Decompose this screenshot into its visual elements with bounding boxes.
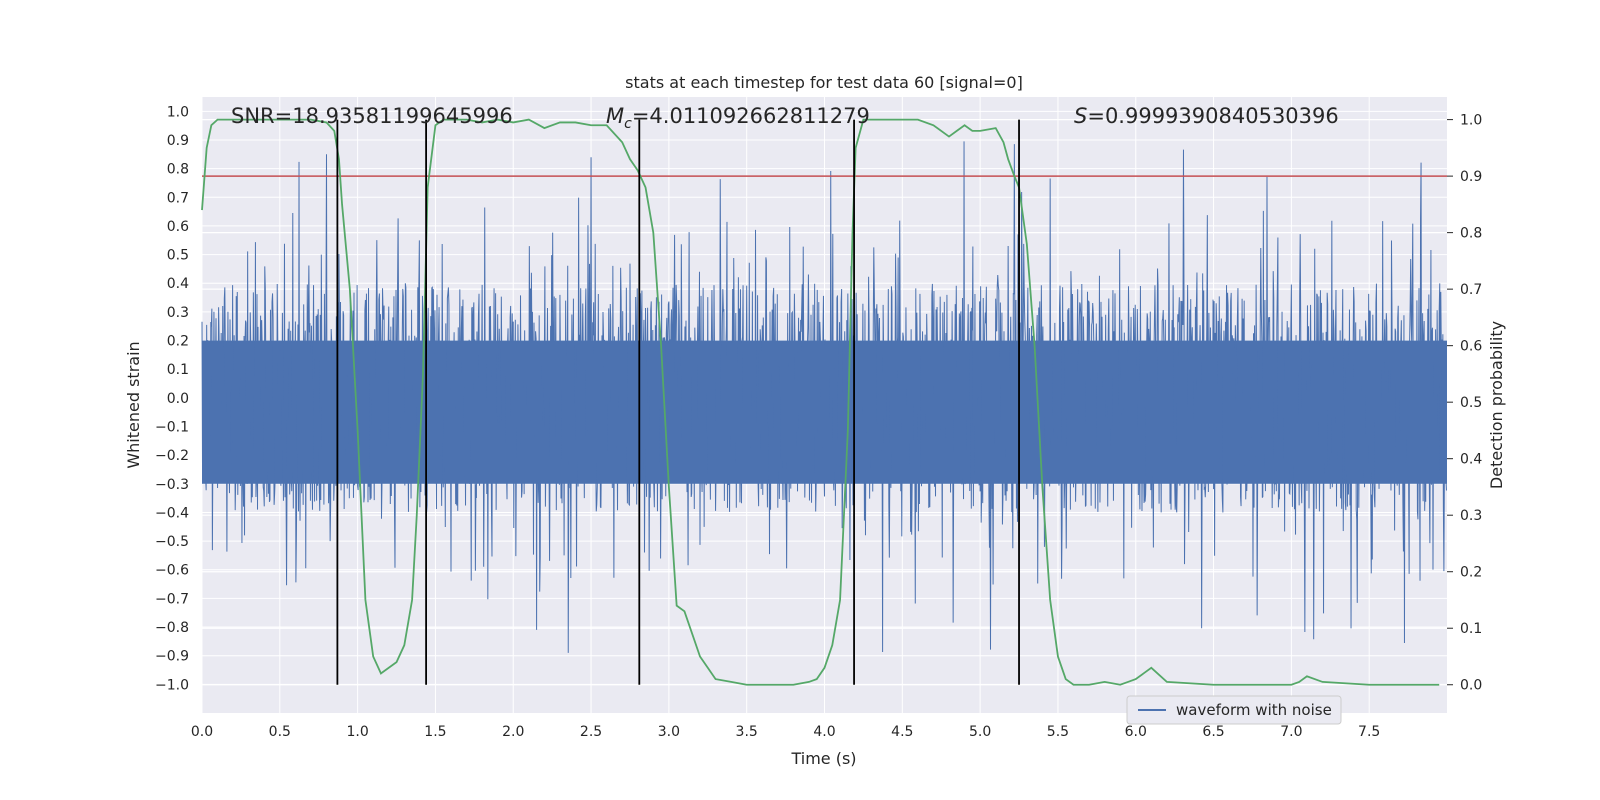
y-tick-label: 0.9 [167,133,189,149]
chart-title: stats at each timestep for test data 60 … [625,73,1023,92]
y-tick-label: 0.0 [167,391,189,407]
y-tick-label: 1.0 [167,104,189,120]
probability-series [201,118,1440,686]
y2-axis-label: Detection probability [1487,321,1506,489]
chirp-mass-symbol: M [606,104,624,128]
x-axis-label: Time (s) [790,749,856,768]
x-tick-label: 0.5 [269,724,291,740]
s-symbol: S [1074,104,1087,128]
y-axis-ticks: 1.0 0.9 0.8 0.7 0.6 0.5 0.4 0.3 0.2 0.1 0.0 −0.1 −0.… [155,104,189,693]
chirp-mass-subscript: c [624,116,632,132]
x-tick-label: 4.0 [813,724,835,740]
y-tick-label: −0.5 [155,534,189,550]
waveform-series [201,141,1447,653]
x-tick-label: 5.0 [969,724,991,740]
snr-annotation: SNR=18.93581199645996 [231,104,513,128]
y-tick-label: 0.4 [167,276,189,292]
y2-tick-label: 0.2 [1460,565,1482,581]
chirp-mass-annotation: Mc=4.011092662811279 [606,104,870,132]
y-tick-label: −0.4 [155,505,189,521]
y-tick-label: 0.8 [167,162,189,178]
y2-tick-label: 0.8 [1460,226,1482,242]
y-tick-label: −0.7 [155,591,189,607]
y-tick-label: −0.6 [155,563,189,579]
s-value: =0.9999390840530396 [1087,104,1338,128]
s-annotation: S=0.9999390840530396 [1074,104,1339,128]
y2-tick-label: 0.5 [1460,395,1482,411]
y2-tick-label: 0.7 [1460,282,1482,298]
y2-tick-label: 0.3 [1460,508,1482,524]
x-tick-label: 0.0 [191,724,213,740]
probability-line [201,118,1440,686]
y-tick-label: −0.8 [155,620,189,636]
x-tick-label: 2.0 [502,724,524,740]
vertical-markers [336,119,1020,685]
y2-tick-label: 0.9 [1460,169,1482,185]
y2-tick-label: 0.1 [1460,621,1482,637]
y2-tick-label: 1.0 [1460,113,1482,129]
y-tick-label: −0.3 [155,477,189,493]
x-tick-label: 5.5 [1047,724,1069,740]
x-tick-label: 2.5 [580,724,602,740]
y-tick-label: −0.1 [155,419,189,435]
x-tick-label: 6.0 [1125,724,1147,740]
x-tick-label: 1.0 [346,724,368,740]
y-tick-label: −1.0 [155,677,189,693]
y2-tick-label: 0.0 [1460,678,1482,694]
y-tick-label: 0.5 [167,248,189,264]
legend-box [1126,695,1342,725]
y2-tick-label: 0.6 [1460,339,1482,355]
waveform-line [201,141,1447,653]
y-tick-label: 0.1 [167,362,189,378]
x-tick-label: 7.5 [1358,724,1380,740]
x-tick-label: 7.0 [1280,724,1302,740]
y-tick-label: 0.6 [167,219,189,235]
chirp-mass-value: =4.011092662811279 [632,104,870,128]
y2-axis-ticks: 1.0 0.9 0.8 0.7 0.6 0.5 0.4 0.3 0.2 0.1 0.0 [1447,113,1482,694]
x-axis-ticks: 0.0 0.5 1.0 1.5 2.0 2.5 3.0 3.5 4.0 4.5 5.0 5.5 6.0 6… [191,724,1380,740]
y-axis-label: Whitened strain [124,341,143,468]
x-tick-label: 3.5 [736,724,758,740]
y-tick-label: −0.2 [155,448,189,464]
y-tick-label: 0.7 [167,190,189,206]
x-tick-label: 4.5 [891,724,913,740]
legend-label: waveform with noise [1176,701,1332,719]
legend: waveform with noise [1126,695,1342,725]
x-tick-label: 3.0 [658,724,680,740]
x-tick-label: 1.5 [424,724,446,740]
y-tick-label: 0.2 [167,334,189,350]
x-tick-label: 6.5 [1202,724,1224,740]
y-tick-label: −0.9 [155,649,189,665]
y2-tick-label: 0.4 [1460,452,1482,468]
y-tick-label: 0.3 [167,305,189,321]
